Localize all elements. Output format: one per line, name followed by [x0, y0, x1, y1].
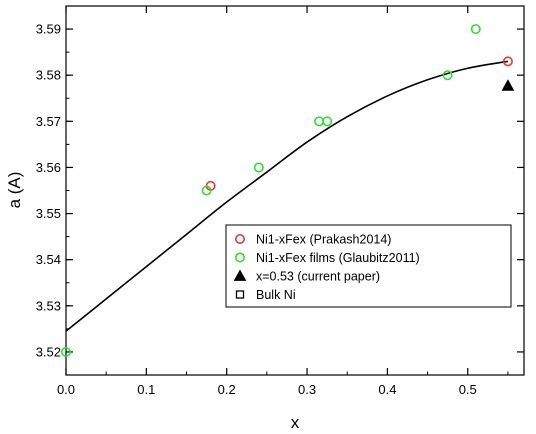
x-tick-label: 0.3 [298, 382, 316, 397]
data-point [60, 346, 71, 357]
x-tick-label: 0.4 [378, 382, 396, 397]
y-tick-label: 3.56 [36, 160, 61, 175]
y-axis-ticks: 3.52 3.53 3.54 3.55 3.56 3.57 3.58 3.59 [36, 5, 524, 376]
data-point [442, 70, 453, 81]
y-tick-label: 3.58 [36, 68, 61, 83]
legend-box [225, 224, 512, 308]
plot-frame [65, 5, 525, 376]
x-tick-label: 0.2 [218, 382, 236, 397]
legend: Ni1-xFex (Prakash2014) Ni1-xFex films (Gl… [225, 224, 512, 308]
x-axis-title: x [291, 413, 300, 432]
x-axis-ticks: 0.0 0.1 0.2 0.3 0.4 0.5 [57, 6, 509, 397]
data-point [470, 24, 481, 35]
y-tick-label: 3.55 [36, 206, 61, 221]
x-tick-label: 0.5 [459, 382, 477, 397]
legend-label: x=0.53 (current paper) [256, 270, 380, 284]
data-point [253, 162, 264, 173]
legend-label: Ni1-xFex (Prakash2014) [256, 233, 391, 247]
y-tick-label: 3.53 [36, 298, 61, 313]
legend-label: Ni1-xFex films (Glaubitz2011) [256, 251, 420, 265]
data-point [501, 79, 515, 91]
y-tick-label: 3.54 [36, 252, 61, 267]
y-axis-title: a (A) [5, 172, 24, 209]
fit-line [65, 60, 509, 332]
y-tick-label: 3.52 [36, 344, 61, 359]
legend-label: Bulk Ni [256, 288, 296, 302]
data-point [322, 116, 333, 127]
data-point [502, 56, 513, 67]
y-tick-label: 3.59 [36, 22, 61, 37]
legend-marker [235, 234, 246, 245]
x-tick-label: 0.0 [57, 382, 75, 397]
legend-marker [235, 252, 246, 263]
data-point [314, 116, 325, 127]
data-point [201, 185, 212, 196]
legend-marker [235, 290, 245, 299]
y-tick-label: 3.57 [36, 114, 61, 129]
x-tick-label: 0.1 [137, 382, 155, 397]
data-points [60, 24, 515, 357]
legend-marker [233, 269, 247, 281]
